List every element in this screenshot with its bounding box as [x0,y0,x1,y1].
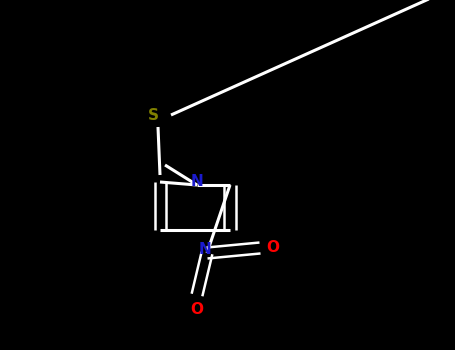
Text: N: N [199,241,212,257]
Text: O: O [191,301,203,316]
Text: N: N [191,174,203,189]
Text: O: O [267,240,279,256]
Text: S: S [147,107,158,122]
